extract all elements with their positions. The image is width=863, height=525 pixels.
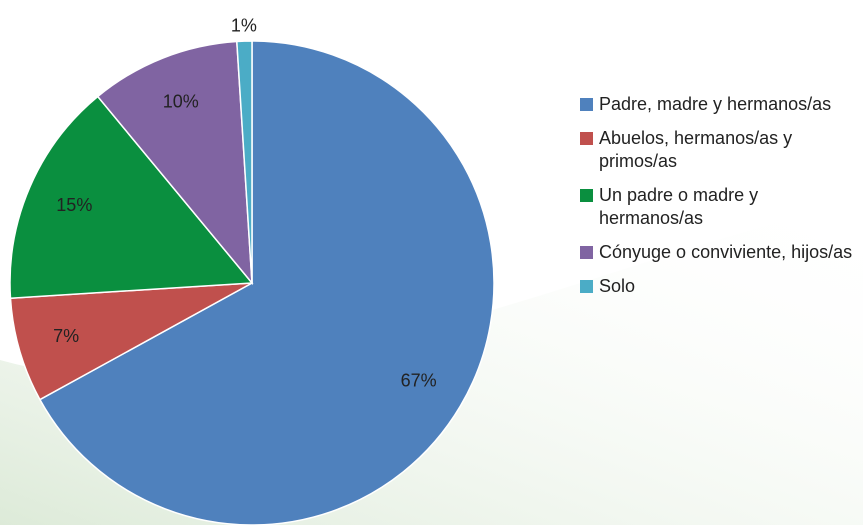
legend-item: Solo [580,275,863,298]
pie-slice [9,95,254,299]
data-label: 67% [401,370,437,390]
legend-swatch [580,132,593,145]
legend-label: Padre, madre y hermanos/as [599,94,832,114]
legend-swatch [580,280,593,293]
pie-slice [96,40,253,286]
data-label: 15% [56,195,92,215]
legend-label: Cónyuge o conviviente, hijos/as [599,242,853,262]
pie: 67% 7% 15% 10% 1% [9,15,495,525]
pie-slice [236,40,253,284]
data-label: 7% [53,326,79,346]
data-label: 10% [163,92,199,112]
pie-slice [38,40,495,525]
legend-item: Abuelos, hermanos/as y primos/as [580,127,863,173]
legend: Padre, madre y hermanos/as Abuelos, herma… [580,93,863,309]
legend-swatch [580,189,593,202]
legend-item: Cónyuge o conviviente, hijos/as [580,241,863,264]
legend-label: Un padre o madre y hermanos/as [599,185,759,228]
legend-label: Abuelos, hermanos/as y primos/as [599,128,793,171]
pie-slice [9,282,253,401]
data-label: 1% [231,15,257,35]
legend-label: Solo [599,276,636,296]
legend-item: Un padre o madre y hermanos/as [580,184,863,230]
legend-item: Padre, madre y hermanos/as [580,93,863,116]
legend-swatch [580,98,593,111]
legend-swatch [580,246,593,259]
